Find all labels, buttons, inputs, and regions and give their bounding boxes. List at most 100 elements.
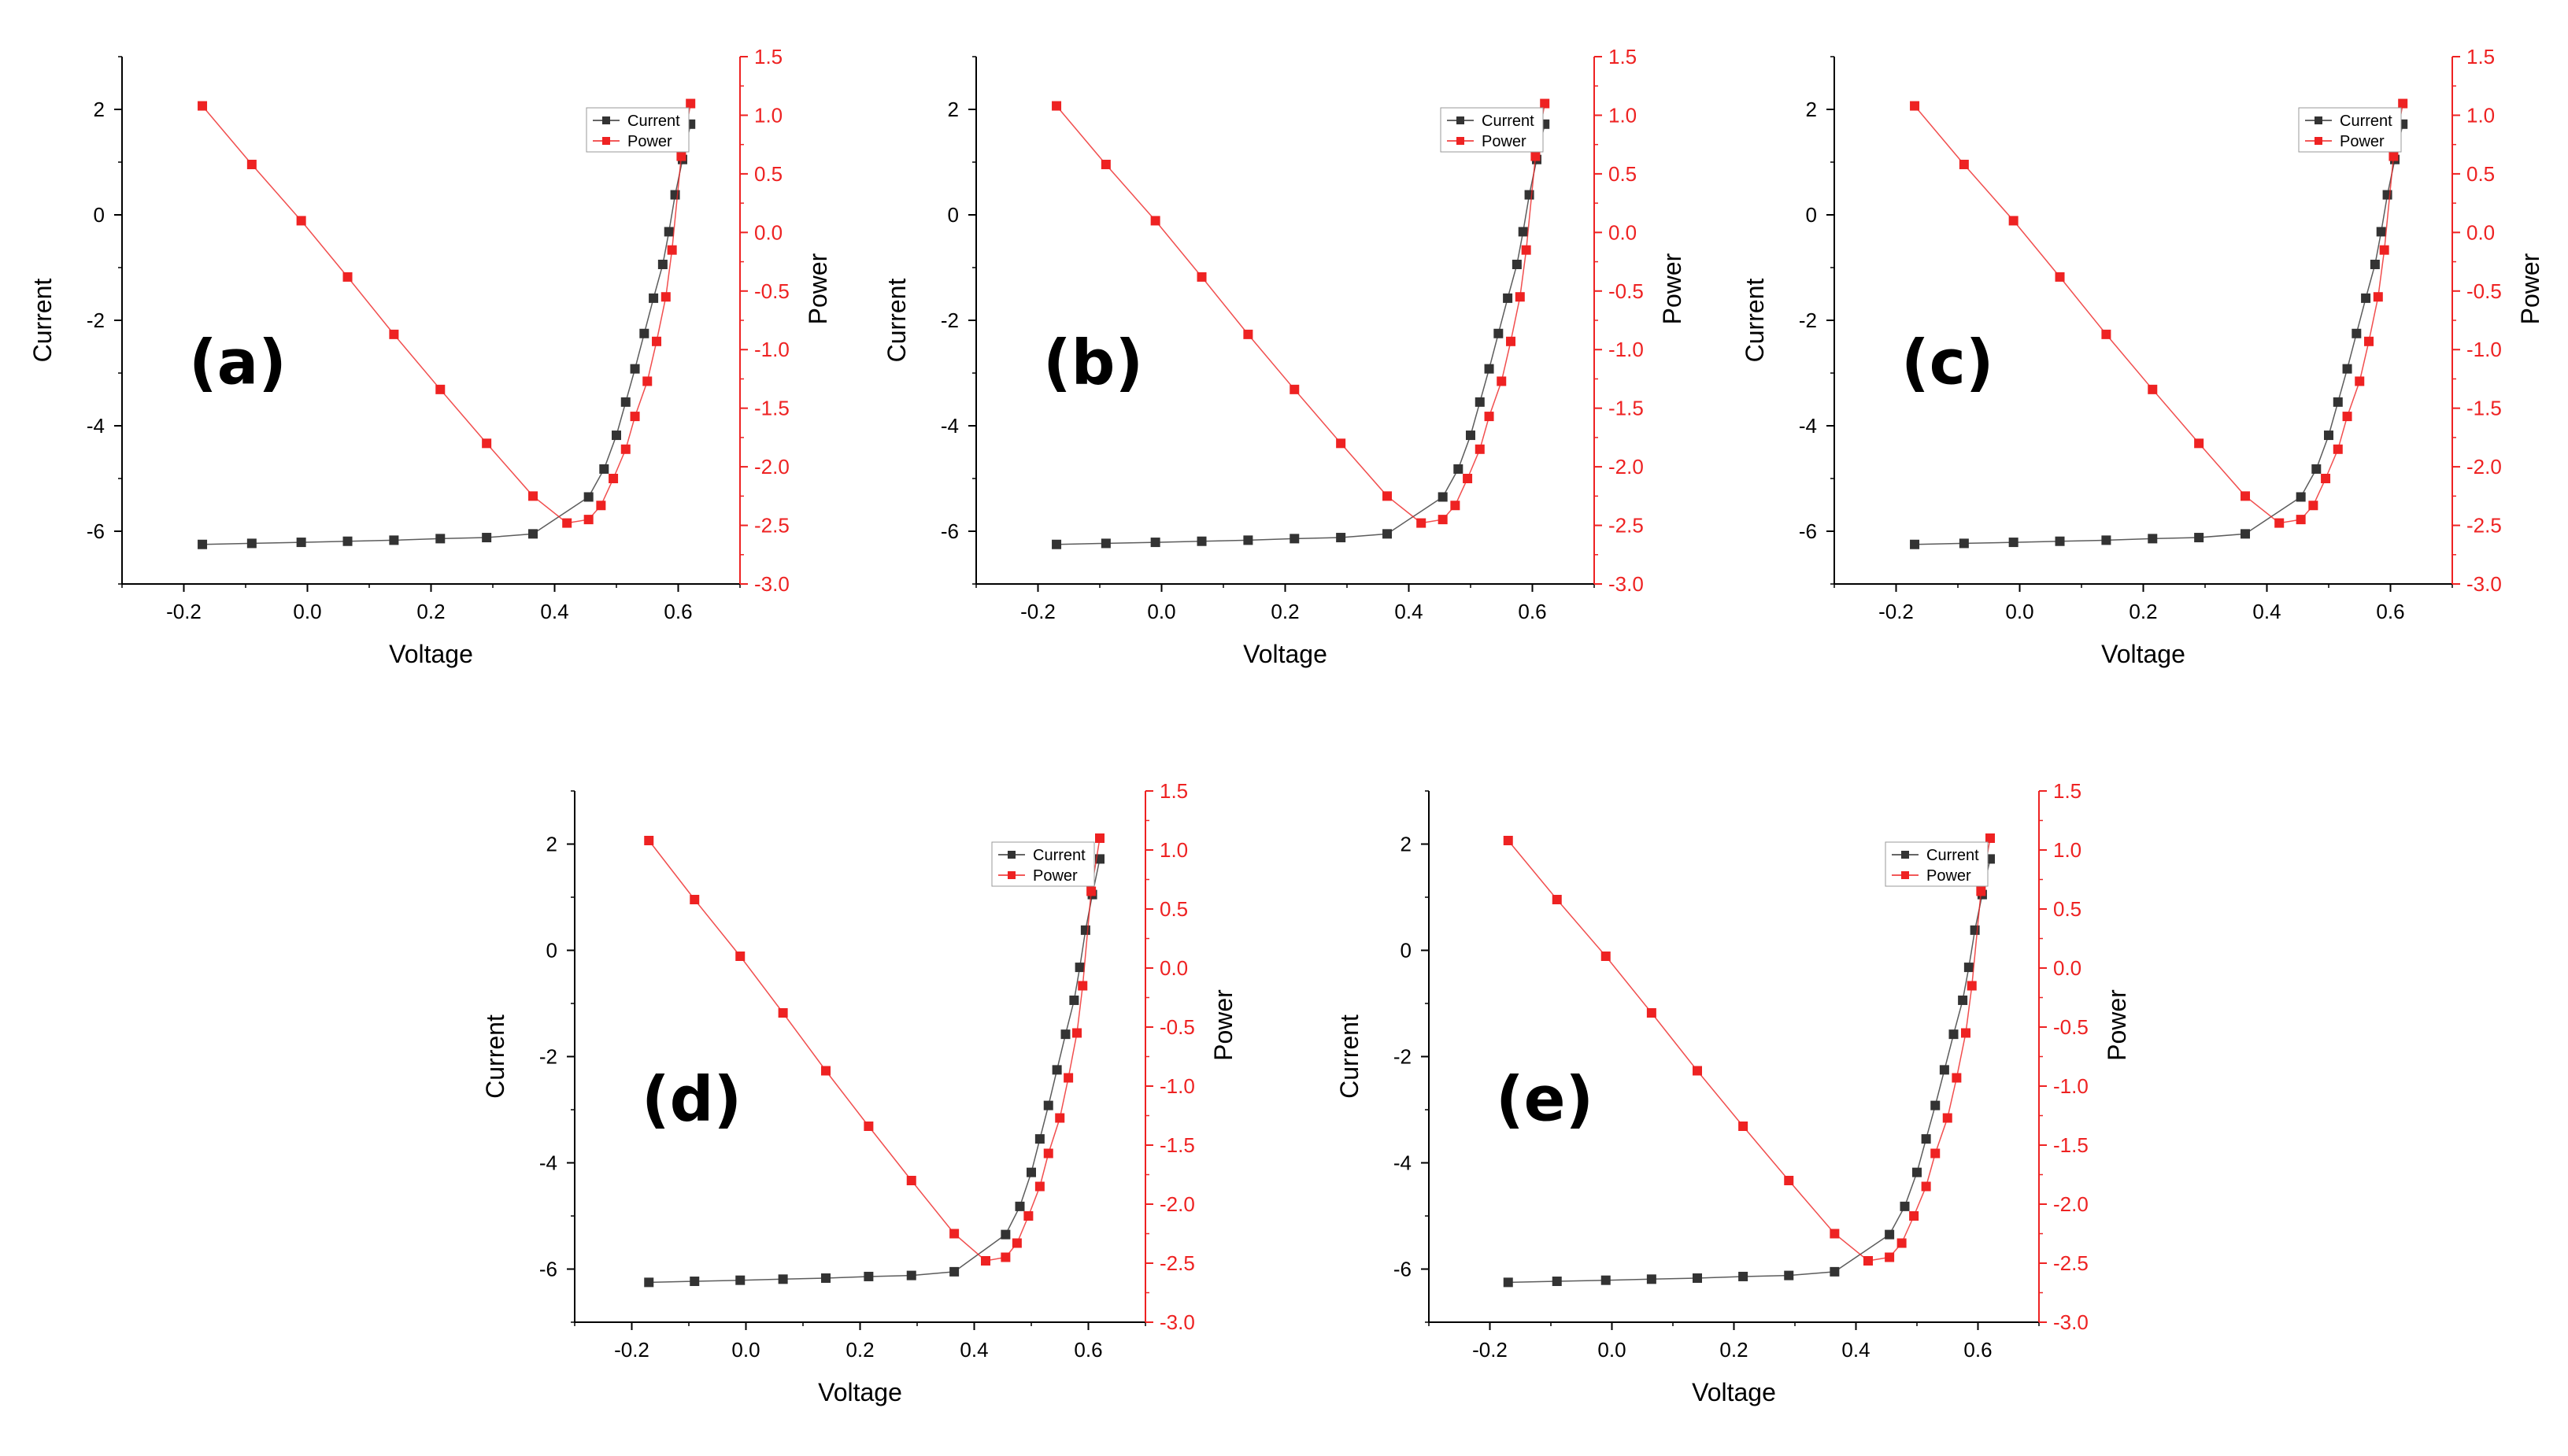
x-tick-label: 0.4 xyxy=(1394,600,1423,623)
data-point-power xyxy=(642,376,653,386)
data-point-current xyxy=(1959,538,1969,549)
y2-tick-label: 1.5 xyxy=(2466,45,2495,68)
data-point-power xyxy=(1976,886,1986,896)
data-point-current xyxy=(2333,397,2343,407)
data-point-current xyxy=(1503,1277,1513,1288)
data-point-current xyxy=(389,535,399,545)
y2-tick-label: -1.0 xyxy=(2053,1074,2089,1098)
data-point-current xyxy=(1197,536,1207,546)
data-point-current xyxy=(1001,1229,1011,1240)
data-point-power xyxy=(1985,833,1995,843)
x-tick-label: 0.4 xyxy=(2252,600,2281,623)
series-line-current xyxy=(1915,124,2403,545)
panel-label: (d) xyxy=(642,1065,742,1136)
data-point-current xyxy=(342,536,353,546)
y2-tick-label: 0.0 xyxy=(754,220,783,244)
y-tick-label: -2 xyxy=(941,309,959,332)
data-point-power xyxy=(596,501,606,511)
data-point-current xyxy=(2055,536,2065,546)
data-point-power xyxy=(1064,1073,1074,1083)
data-point-current xyxy=(1948,1029,1959,1040)
x-axis-title: Voltage xyxy=(818,1378,902,1406)
y2-tick-label: -0.5 xyxy=(1160,1015,1195,1039)
x-tick-label: -0.2 xyxy=(1020,600,1056,623)
data-point-power xyxy=(1012,1238,1022,1248)
data-point-current xyxy=(1512,259,1522,269)
chart-panel-c: -0.2 0.0 0.2 0.4 0.6 -6 -4 -2 0 2 -3.0 -2.5 -2.0 -1.5… xyxy=(1741,45,2544,668)
data-point-current xyxy=(2101,535,2111,545)
data-point-current xyxy=(649,293,659,303)
legend-label: Power xyxy=(2340,133,2385,150)
data-point-power xyxy=(389,329,399,339)
data-point-current xyxy=(1552,1277,1562,1287)
data-point-power xyxy=(2296,515,2306,525)
data-point-power xyxy=(2389,151,2399,161)
x-tick-label: 0.6 xyxy=(2376,600,2404,623)
x-tick-label: 0.2 xyxy=(846,1338,874,1362)
x-axis-title: Voltage xyxy=(1692,1378,1776,1406)
x-tick-label: 0.4 xyxy=(540,600,568,623)
legend: Current Power xyxy=(2298,107,2402,153)
series-line-power xyxy=(1508,837,1991,1262)
y2-tick-label: -0.5 xyxy=(2466,279,2502,303)
data-point-power xyxy=(1290,384,1300,394)
chart-panel-a: -0.2 0.0 0.2 0.4 0.6 -6 -4 -2 0 2 -3.0 -2.5 -2.0 -1.5… xyxy=(28,45,832,668)
data-point-power xyxy=(667,245,677,255)
data-point-current xyxy=(1912,1167,1922,1177)
data-point-power xyxy=(735,952,746,961)
data-point-current xyxy=(2382,190,2392,200)
x-axis-title: Voltage xyxy=(389,640,473,668)
data-point-current xyxy=(1830,1266,1840,1277)
data-point-current xyxy=(2008,538,2019,548)
data-point-current xyxy=(1921,1134,1931,1144)
data-point-current xyxy=(1034,1134,1045,1144)
data-point-power xyxy=(644,836,654,845)
data-point-power xyxy=(1450,501,1460,511)
y2-tick-label: 1.0 xyxy=(1160,838,1188,862)
y2-tick-label: 0.0 xyxy=(1160,956,1188,980)
y2-tick-label: -1.5 xyxy=(2466,397,2502,420)
x-tick-label: 0.0 xyxy=(1597,1338,1626,1362)
y2-tick-label: -1.0 xyxy=(1608,338,1644,361)
y-tick-label: -6 xyxy=(87,519,105,543)
data-point-current xyxy=(1600,1275,1611,1285)
data-point-power xyxy=(2364,336,2374,346)
legend-swatch-marker xyxy=(1008,871,1016,879)
data-point-power xyxy=(1552,895,1562,904)
y-tick-label: -4 xyxy=(1393,1151,1412,1175)
y-tick-label: -4 xyxy=(87,414,105,438)
x-tick-label: 0.0 xyxy=(731,1338,760,1362)
y-axis-title: Current xyxy=(883,279,911,363)
y-tick-label: -2 xyxy=(539,1045,557,1069)
chart-panel-b: -0.2 0.0 0.2 0.4 0.6 -6 -4 -2 0 2 -3.0 -2.5 -2.0 -1.5… xyxy=(883,45,1686,668)
data-point-power xyxy=(676,151,686,161)
data-point-current xyxy=(1243,535,1253,545)
x-tick-label: 0.2 xyxy=(1719,1338,1748,1362)
y2-tick-label: -2.5 xyxy=(754,514,790,538)
data-point-power xyxy=(1530,151,1541,161)
data-point-power xyxy=(981,1256,990,1266)
x-tick-label: 0.6 xyxy=(1074,1338,1102,1362)
y2-tick-label: -2.5 xyxy=(1160,1251,1195,1275)
data-point-current xyxy=(2342,364,2352,374)
data-point-current xyxy=(690,1277,700,1287)
y2-tick-label: 1.5 xyxy=(1160,779,1188,803)
data-point-current xyxy=(1290,534,1300,544)
data-point-power xyxy=(1863,1256,1873,1266)
legend: Current Power xyxy=(991,841,1095,887)
data-point-power xyxy=(630,412,640,422)
data-point-current xyxy=(2376,227,2386,237)
data-point-power xyxy=(609,474,619,483)
data-point-current xyxy=(1438,492,1448,502)
data-point-power xyxy=(2342,412,2352,422)
data-point-current xyxy=(1524,190,1534,200)
y-tick-label: -4 xyxy=(1799,414,1817,438)
y2-tick-label: -2.5 xyxy=(2466,514,2502,538)
y-tick-label: -2 xyxy=(87,309,105,332)
data-point-current xyxy=(296,538,306,548)
series-line-current xyxy=(202,124,691,545)
y-axis-title: Current xyxy=(1335,1014,1364,1099)
data-point-power xyxy=(1959,159,1969,169)
y2-tick-label: 1.0 xyxy=(754,103,783,127)
